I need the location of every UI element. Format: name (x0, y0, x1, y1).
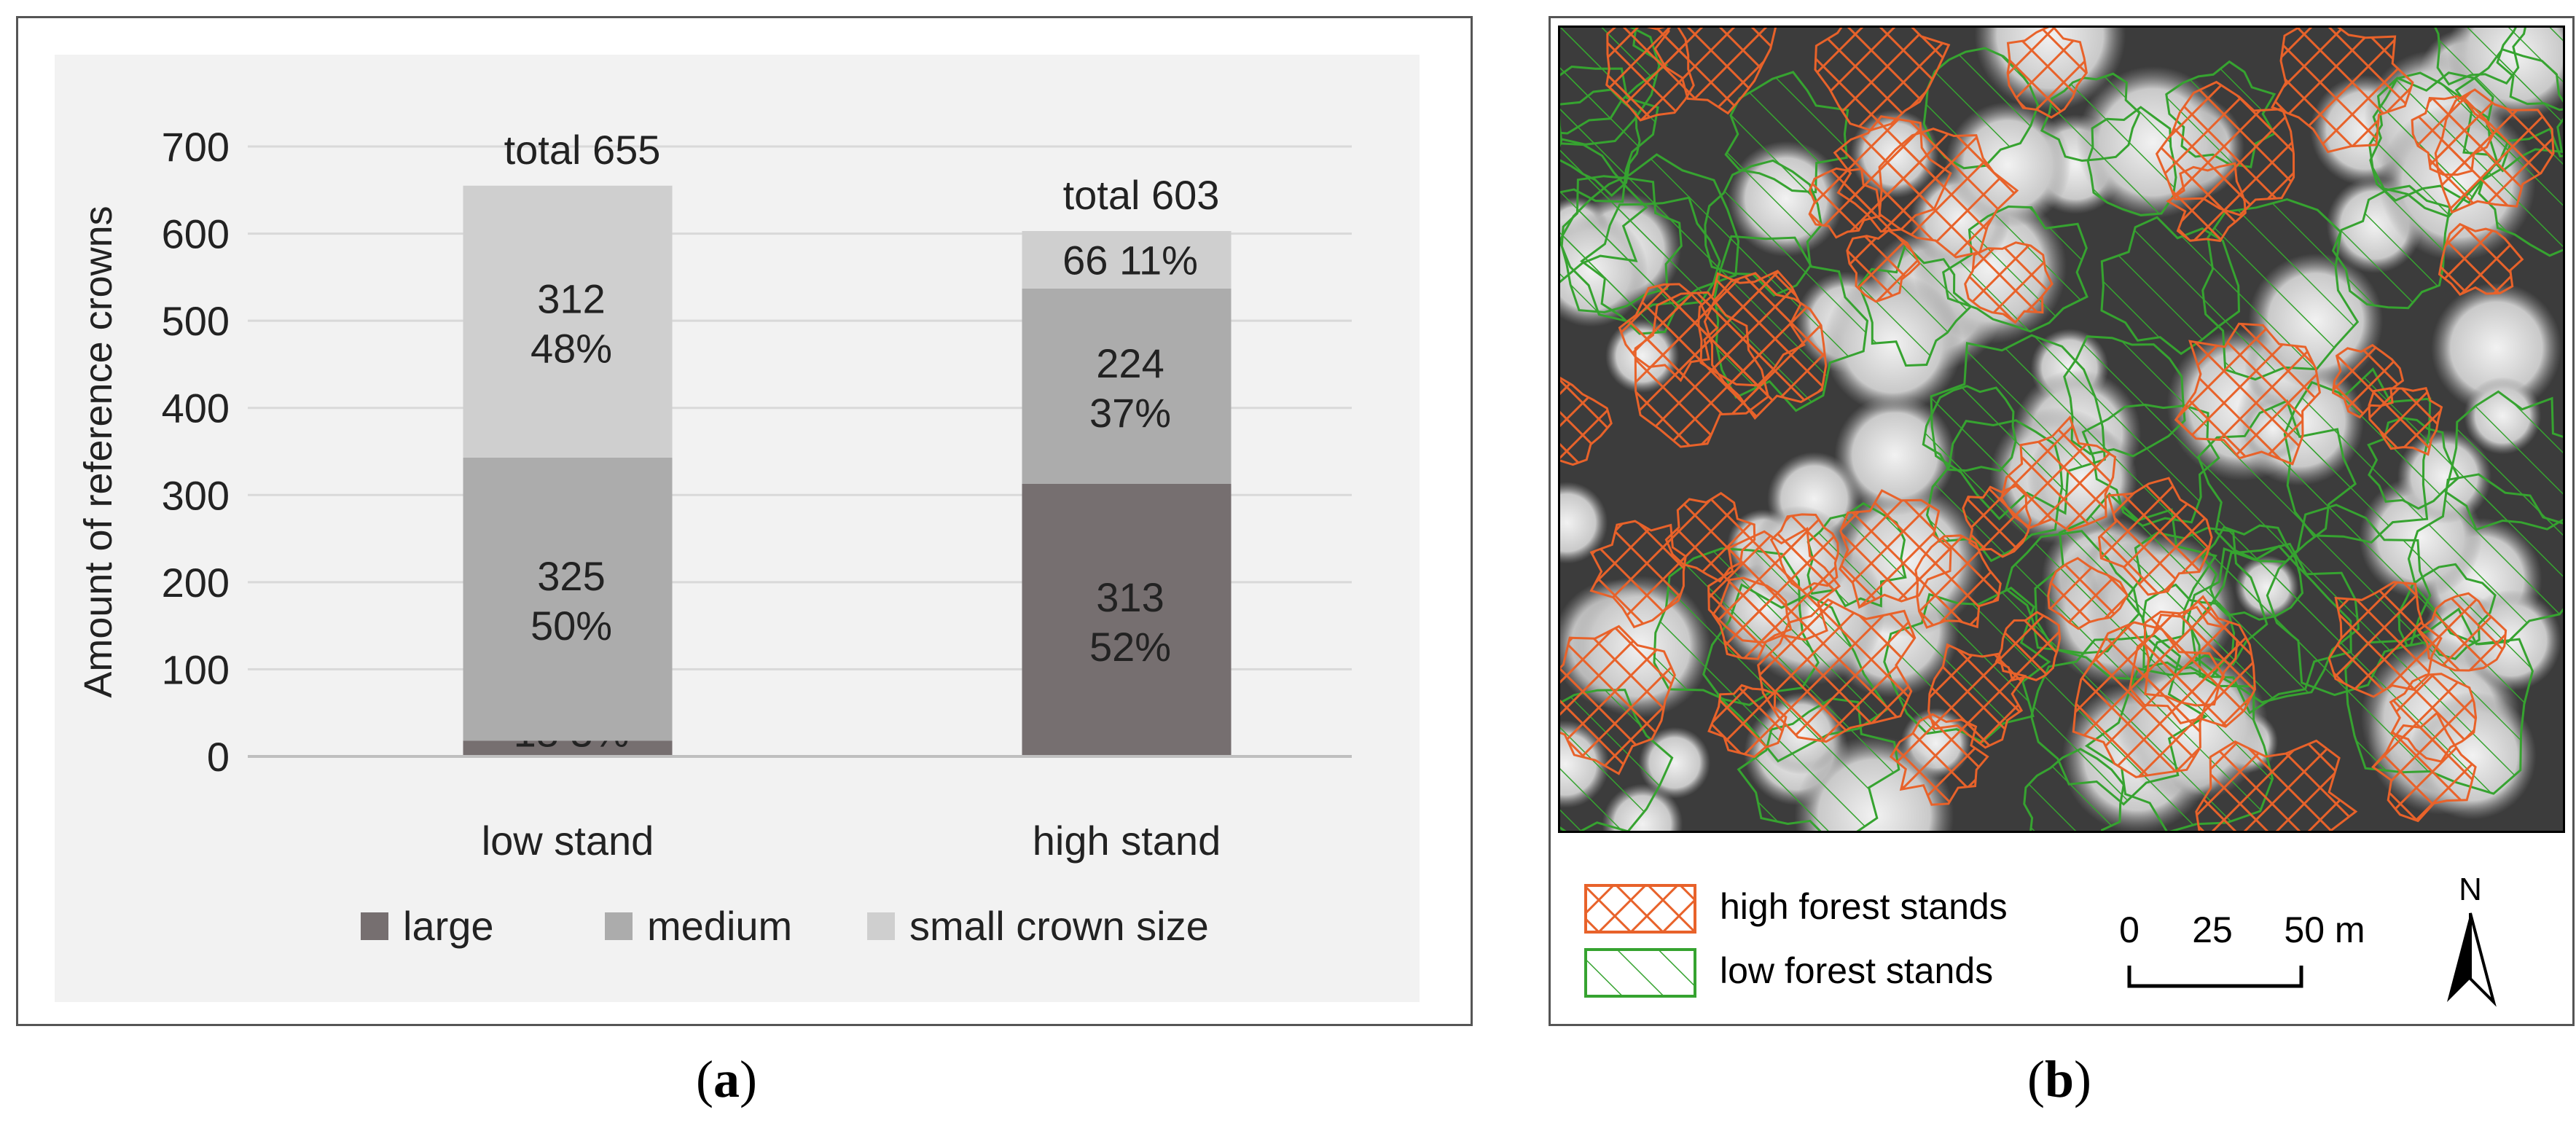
high-stand-polygon (2174, 322, 2322, 466)
legend-swatch-small-crown-size (867, 912, 895, 940)
data-label: 52% (1089, 624, 1171, 670)
scale-tick-0: 0 (2119, 909, 2140, 950)
high-stand-polygon (2047, 557, 2129, 630)
data-label: 48% (531, 325, 612, 371)
legend-swatch-medium (605, 912, 633, 940)
legend-label: small crown size (909, 903, 1209, 949)
legend-high-label: high forest stands (1720, 886, 2008, 927)
legend-high-swatch (1584, 884, 1696, 934)
bar-segment-medium (1022, 288, 1232, 484)
high-stand-polygon (1964, 241, 2054, 324)
y-tick-label: 200 (162, 560, 230, 606)
legend-label: medium (647, 903, 792, 949)
legend-label: large (403, 903, 494, 949)
bar-segment-large (1022, 483, 1232, 756)
high-stand-polygon (1560, 376, 1613, 466)
bar-segment-medium (463, 457, 673, 741)
data-label: 66 11% (1062, 237, 1198, 283)
y-tick-label: 700 (162, 124, 230, 170)
high-stand-polygon (1846, 229, 1922, 303)
data-label: 224 (1096, 340, 1164, 386)
data-label: 37% (1089, 390, 1171, 436)
high-stand-polygon (2434, 88, 2555, 214)
high-stand-polygon (2368, 386, 2443, 456)
caption-a: (a) (696, 1050, 757, 1108)
north-label: N (2459, 872, 2482, 907)
bar-segment-large (463, 740, 673, 756)
panel-a: 0 100 200 300 400 500 600 700 Amount of referenc… (16, 16, 1473, 1026)
high-stand-polygon (2270, 28, 2414, 154)
caption-b: (b) (2027, 1050, 2092, 1108)
bar-chart: 0 100 200 300 400 500 600 700 Amount of referenc… (55, 55, 1420, 1002)
bar-segment-small-crown-size (1022, 230, 1232, 289)
high-stand-polygon (2000, 415, 2117, 532)
high-stand-polygon (1605, 28, 1695, 122)
y-tick-label: 400 (162, 386, 230, 431)
map-legend: high forest stands low forest stands (1584, 884, 2008, 998)
high-stand-polygon (2195, 739, 2358, 831)
high-stand-polygon (1618, 283, 1719, 383)
high-stand-polygon (1994, 611, 2062, 681)
bar-segment-small-crown-size (463, 185, 673, 458)
tree-crown (2431, 282, 2562, 414)
y-axis-label: Amount of reference crowns (77, 206, 120, 697)
legend-low-label: low forest stands (1720, 950, 1993, 991)
y-tick-label: 0 (207, 734, 230, 780)
high-stand-polygon (2389, 673, 2478, 763)
total-label: total 655 (504, 127, 661, 173)
y-tick-label: 600 (162, 211, 230, 257)
high-stand-polygon (1839, 489, 1952, 609)
forest-stand-map: high forest stands low forest stands 0 2… (1558, 26, 2565, 1007)
aerial-image (1560, 28, 2563, 831)
high-stand-polygon (2438, 222, 2524, 296)
scale-tick-50: 50 m (2284, 909, 2365, 950)
tree-crown (1560, 482, 1608, 564)
high-stand-polygon (1927, 643, 2027, 749)
tree-crown (1834, 394, 1956, 516)
high-stand-polygon (1560, 625, 1676, 775)
north-arrow: N (2447, 872, 2497, 1007)
high-stand-polygon (2129, 595, 2256, 728)
high-stand-polygon (1664, 491, 1756, 583)
high-stand-polygon (2097, 477, 2213, 596)
high-stand-polygon (2006, 28, 2088, 119)
high-stand-polygon (2166, 162, 2247, 243)
north-arrow-right (2469, 912, 2497, 1007)
high-stand-polygon (1808, 167, 1882, 239)
low-stand-polygon (2023, 748, 2125, 831)
data-label: 313 (1096, 574, 1164, 620)
total-label: total 603 (1063, 172, 1220, 218)
high-stand-polygon (1814, 28, 1951, 132)
y-tick-label: 100 (162, 646, 230, 692)
scale-bar: 0 25 50 m (2119, 909, 2365, 988)
north-arrow-left (2447, 913, 2470, 1002)
y-tick-label: 300 (162, 472, 230, 518)
x-tick-label: low stand (482, 818, 654, 864)
y-tick-label: 500 (162, 298, 230, 344)
panel-b: high forest stands low forest stands 0 2… (1549, 16, 2575, 1026)
high-stand-polygon (1589, 520, 1687, 629)
legend-swatch-large (361, 912, 388, 940)
data-label: 312 (537, 275, 605, 321)
scale-line (2127, 966, 2303, 988)
data-label: 50% (531, 603, 612, 649)
high-stand-polygon (1707, 684, 1788, 759)
legend-low-swatch (1584, 948, 1696, 998)
scale-tick-25: 25 (2192, 909, 2233, 950)
x-tick-label: high stand (1033, 818, 1221, 864)
data-label: 325 (537, 553, 605, 599)
